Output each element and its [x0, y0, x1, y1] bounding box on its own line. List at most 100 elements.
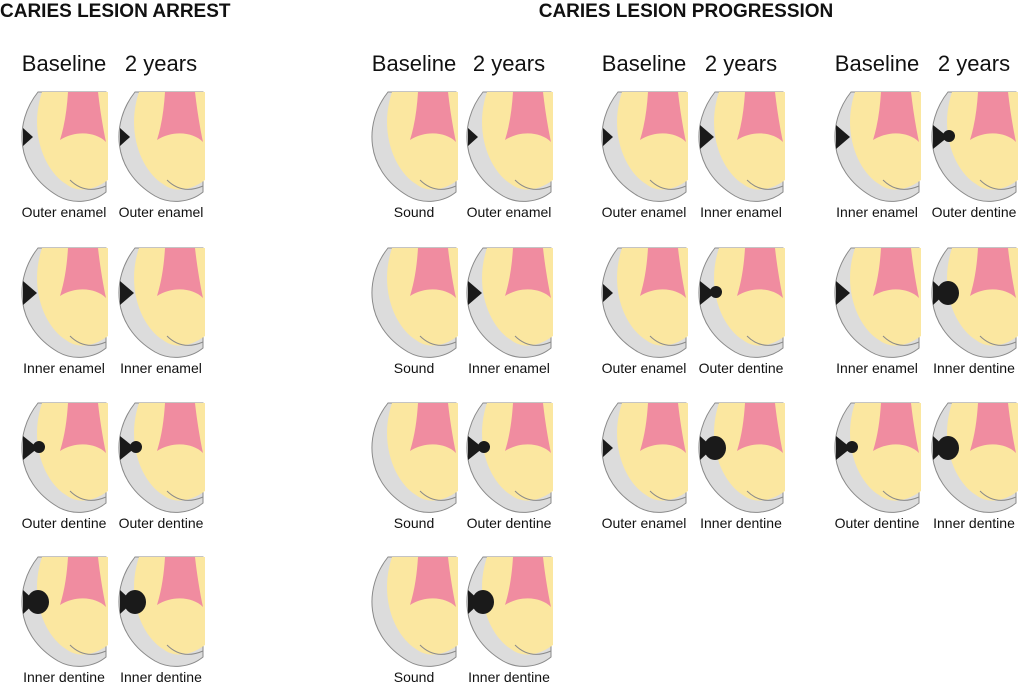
tooth-label: Outer dentine [699, 360, 784, 376]
lesion [23, 128, 33, 146]
lesion [124, 590, 146, 614]
tooth-body [118, 402, 206, 513]
column-header: Baseline [372, 51, 456, 76]
tooth-label: Inner enamel [836, 204, 918, 220]
lesion [937, 281, 959, 305]
tooth-body [21, 402, 109, 513]
lesion [120, 281, 134, 305]
tooth-label: Outer dentine [22, 515, 107, 531]
tooth-label: Inner enamel [836, 360, 918, 376]
lesion [704, 436, 726, 460]
tooth-label: Outer dentine [119, 515, 204, 531]
tooth-label: Inner enamel [23, 360, 105, 376]
tooth-body [118, 91, 206, 202]
tooth [466, 556, 554, 667]
tooth-body [466, 91, 554, 202]
lesion [943, 130, 955, 142]
lesion [836, 125, 850, 149]
tooth-label: Inner dentine [23, 669, 105, 685]
tooth-label: Sound [394, 669, 434, 685]
tooth [118, 556, 206, 667]
tooth-label: Outer dentine [932, 204, 1017, 220]
column-header: Baseline [835, 51, 919, 76]
lesion [120, 128, 130, 146]
lesion [700, 281, 715, 305]
tooth-body [834, 402, 922, 513]
column-header: 2 years [705, 51, 777, 76]
tooth-body [931, 91, 1019, 202]
lesion [33, 441, 45, 453]
lesion [478, 441, 490, 453]
tooth-label: Outer dentine [467, 515, 552, 531]
tooth [21, 556, 109, 667]
tooth-body [118, 247, 206, 358]
tooth-body [371, 247, 459, 358]
tooth [371, 556, 459, 667]
tooth-label: Inner dentine [933, 515, 1015, 531]
lesion [710, 286, 722, 298]
tooth-label: Inner dentine [120, 669, 202, 685]
tooth-label: Outer enamel [22, 204, 107, 220]
tooth [21, 247, 109, 358]
tooth-body [698, 91, 786, 202]
lesion [468, 281, 482, 305]
tooth [698, 91, 786, 202]
lesion [120, 436, 135, 460]
tooth-label: Inner enamel [700, 204, 782, 220]
lesion [468, 436, 483, 460]
tooth [118, 402, 206, 513]
tooth [834, 247, 922, 358]
lesion [846, 441, 858, 453]
lesion [130, 441, 142, 453]
column-header: 2 years [473, 51, 545, 76]
tooth [834, 402, 922, 513]
tooth-label: Sound [394, 204, 434, 220]
tooth [371, 91, 459, 202]
tooth-body [21, 91, 109, 202]
tooth [931, 402, 1019, 513]
tooth-body [371, 556, 459, 667]
tooth [834, 91, 922, 202]
tooth-label: Outer enamel [467, 204, 552, 220]
lesion [472, 590, 494, 614]
lesion [468, 128, 478, 146]
tooth-body [698, 247, 786, 358]
lesion [27, 590, 49, 614]
tooth-label: Sound [394, 360, 434, 376]
tooth-body [601, 402, 689, 513]
tooth-body [834, 247, 922, 358]
tooth [21, 91, 109, 202]
lesion [603, 439, 613, 457]
tooth [466, 402, 554, 513]
column-header: 2 years [938, 51, 1010, 76]
tooth [118, 91, 206, 202]
tooth [698, 402, 786, 513]
lesion [23, 281, 37, 305]
tooth [118, 247, 206, 358]
tooth [698, 247, 786, 358]
column-header: 2 years [125, 51, 197, 76]
tooth-body [371, 91, 459, 202]
tooth [931, 91, 1019, 202]
tooth-label: Outer dentine [835, 515, 920, 531]
tooth-body [466, 247, 554, 358]
tooth-body [371, 402, 459, 513]
tooth-body [601, 91, 689, 202]
tooth [371, 247, 459, 358]
tooth-body [601, 247, 689, 358]
column-header: Baseline [602, 51, 686, 76]
lesion [700, 125, 714, 149]
tooth [931, 247, 1019, 358]
tooth [21, 402, 109, 513]
lesion [836, 436, 851, 460]
lesion [937, 436, 959, 460]
tooth-label: Inner enamel [468, 360, 550, 376]
tooth-body [834, 91, 922, 202]
tooth [601, 402, 689, 513]
tooth-label: Sound [394, 515, 434, 531]
tooth [601, 91, 689, 202]
lesion [23, 436, 38, 460]
column-header: Baseline [22, 51, 106, 76]
tooth-body [21, 247, 109, 358]
